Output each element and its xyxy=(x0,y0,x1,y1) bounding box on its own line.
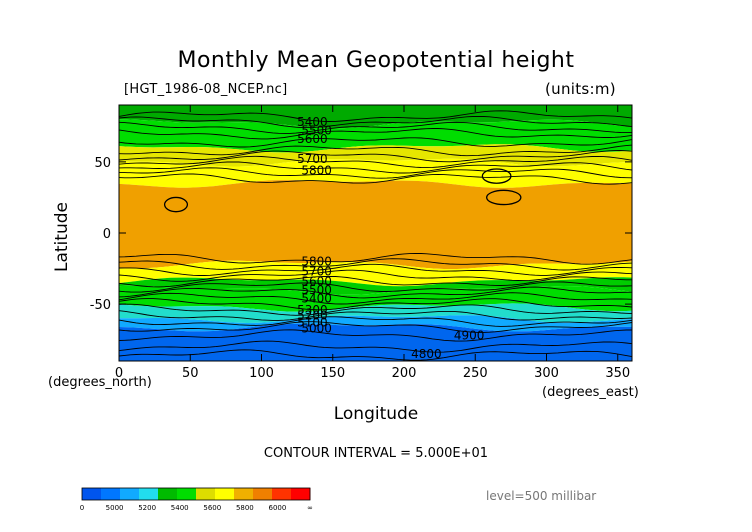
contour-line xyxy=(119,110,632,122)
x-tick-label: 150 xyxy=(320,366,345,381)
contour-line xyxy=(119,155,632,169)
contour-line xyxy=(119,310,632,321)
contour-label: 5700 xyxy=(297,152,328,166)
colorbar-label: 5800 xyxy=(236,504,254,512)
contour-label: 5500 xyxy=(301,124,332,138)
colorbar-swatch xyxy=(101,488,121,500)
contour-label: 5800 xyxy=(301,163,332,177)
contour-line xyxy=(119,340,632,353)
colorbar-label: ∞ xyxy=(307,504,313,512)
contour-label: 5200 xyxy=(297,308,328,322)
contour-line xyxy=(119,349,632,361)
contour-line xyxy=(119,298,632,311)
colorbar-label: 0 xyxy=(80,504,84,512)
colorbar-label: 6000 xyxy=(269,504,287,512)
y-tick-label: 50 xyxy=(94,156,111,171)
contour-label: 5600 xyxy=(297,132,328,146)
x-tick-label: 100 xyxy=(249,366,274,381)
colorbar-label: 5600 xyxy=(203,504,221,512)
contour-line xyxy=(119,173,632,185)
contour-label: 5500 xyxy=(301,283,332,297)
contour-label: 5300 xyxy=(297,303,328,317)
file-name-label: [HGT_1986-08_NCEP.nc] xyxy=(124,82,288,97)
contour-line xyxy=(119,321,632,333)
heatmap-band xyxy=(119,315,632,332)
contour-line xyxy=(119,252,632,265)
contour-line xyxy=(119,137,632,148)
heatmap-band xyxy=(119,277,632,295)
contour-label: 5000 xyxy=(301,321,332,335)
colorbar-swatch xyxy=(196,488,216,500)
units-label: (units:m) xyxy=(545,80,616,98)
colorbar-swatch xyxy=(177,488,197,500)
colorbar: 0 5000 5200 5400 5600 5800 6000 ∞ xyxy=(80,487,313,512)
x-tick-label: 50 xyxy=(182,366,199,381)
contour-line xyxy=(119,286,632,299)
contour-line xyxy=(119,329,632,342)
x-tick-label: 350 xyxy=(605,366,630,381)
contour-label: 5100 xyxy=(297,316,328,330)
contour-line xyxy=(119,258,632,271)
closed-contour xyxy=(485,189,522,206)
colorbar-swatch xyxy=(272,488,292,500)
contour-line xyxy=(119,303,632,316)
contour-label: 5800 xyxy=(301,254,332,268)
colorbar-label: 5200 xyxy=(138,504,156,512)
x-tick-label: 250 xyxy=(463,366,488,381)
colorbar-label: 5000 xyxy=(106,504,124,512)
closed-contour xyxy=(481,168,512,184)
y-tick-label: -50 xyxy=(90,298,111,313)
x-axis-label: Longitude xyxy=(333,404,419,424)
contour-line xyxy=(119,115,632,129)
contour-line xyxy=(119,292,632,305)
colorbar-frame xyxy=(81,487,311,501)
x-origin-unit-label: (degrees_north) xyxy=(48,375,152,390)
contour-line xyxy=(119,128,632,140)
colorbar-swatch xyxy=(215,488,235,500)
contour-label: 4900 xyxy=(454,328,485,342)
contour-line xyxy=(119,161,632,174)
contour-label: 5400 xyxy=(301,291,332,305)
chart-title: Monthly Mean Geopotential height xyxy=(177,48,575,73)
heatmap-band xyxy=(119,285,632,312)
contour-label: 5700 xyxy=(301,264,332,278)
axis-ticks: 0 50 100 150 200 250 300 350 -50 0 50 xyxy=(90,105,632,381)
colorbar-swatch xyxy=(139,488,159,500)
contour-label: 5600 xyxy=(301,274,332,288)
x-tick-label: 200 xyxy=(392,366,417,381)
colorbar-swatch xyxy=(158,488,178,500)
colorbar-swatch xyxy=(82,488,102,500)
contour-line xyxy=(119,316,632,327)
y-axis-label: Latitude xyxy=(52,202,72,272)
contour-labels: 5400550056005700580058005700560055005400… xyxy=(297,115,484,361)
colorbar-swatch xyxy=(234,488,254,500)
contour-line xyxy=(119,144,632,157)
closed-contour xyxy=(163,196,189,213)
level-label: level=500 millibar xyxy=(486,489,597,503)
contour-line xyxy=(119,150,632,163)
x-tick-label: 0 xyxy=(115,366,123,381)
contour-line xyxy=(119,281,632,293)
contour-interval-label: CONTOUR INTERVAL = 5.000E+01 xyxy=(263,446,489,461)
contour-line xyxy=(119,275,632,288)
colorbar-swatch xyxy=(253,488,273,500)
contour-line xyxy=(119,269,632,282)
colorbar-swatch xyxy=(291,488,311,500)
contour-label: 4800 xyxy=(411,347,442,361)
x-unit-label: (degrees_east) xyxy=(542,385,639,400)
contour-line xyxy=(119,167,632,179)
colorbar-label: 5400 xyxy=(171,504,189,512)
colorbar-swatch xyxy=(120,488,140,500)
contour-line xyxy=(119,121,632,134)
x-tick-label: 300 xyxy=(534,366,559,381)
heatmap-band xyxy=(119,180,632,270)
contour-lines xyxy=(119,110,632,361)
contour-label: 5400 xyxy=(297,115,328,129)
contour-line xyxy=(119,263,632,276)
y-tick-label: 0 xyxy=(103,227,111,242)
